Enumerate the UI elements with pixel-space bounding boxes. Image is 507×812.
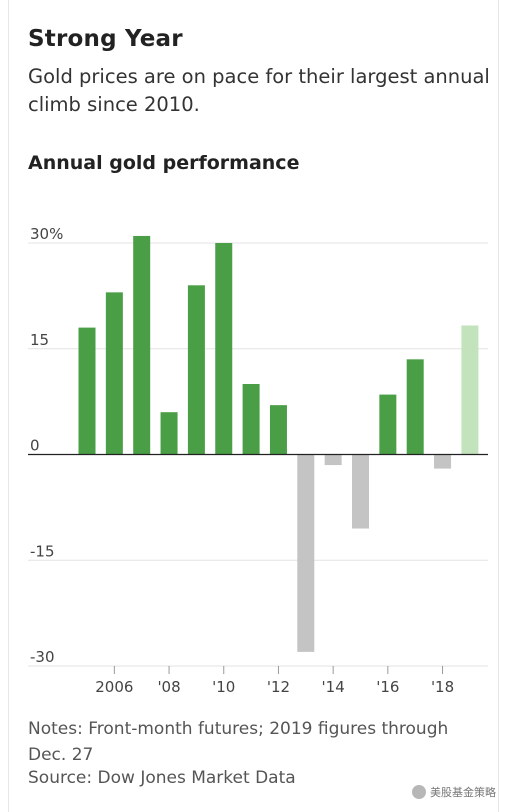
watermark-text: 美股基金策略 [430,786,496,799]
gridlines [28,242,488,667]
frame-right-line [498,0,499,812]
bar-2014 [324,454,342,466]
x-tick-label: '14 [322,678,345,696]
chart-title: Annual gold performance [28,152,300,174]
bar-2012 [269,405,287,455]
chart-source: Source: Dow Jones Market Data [28,768,296,788]
x-tick-label: '08 [157,678,180,696]
bar-2015 [352,454,369,529]
x-tick-label: 2006 [95,678,133,696]
y-tick-label: 0 [30,437,40,455]
y-tick-label: 15 [30,331,49,349]
x-tick-label: '10 [212,678,235,696]
chart-subtitle: Gold prices are on pace for their larges… [28,65,490,116]
bar-2019 [461,325,479,455]
wechat-icon [412,785,426,799]
bar-2017 [406,359,424,455]
x-tick-label: '18 [431,678,454,696]
chart-notes: Notes: Front-month futures; 2019 figures… [28,719,449,765]
bar-2009 [187,285,205,455]
chart-headline: Strong Year [28,26,183,52]
y-tick-label: -30 [30,648,55,666]
bar-2013 [297,454,315,652]
bar-2006 [105,292,123,455]
x-tick-label: '16 [376,678,399,696]
bars [78,235,479,652]
y-tick-label: -15 [30,542,55,560]
bar-2010 [215,243,233,455]
x-tick-label: '12 [267,678,290,696]
x-axis-labels: 2006 '08 '10 '12 '14 '16 '18 [95,678,454,696]
frame-left-line [8,0,9,812]
bar-2016 [379,394,397,455]
watermark: 美股基金策略 [412,784,504,800]
bar-2008 [160,412,178,455]
bar-2018 [434,454,452,469]
bar-2011 [242,384,260,455]
y-tick-label: 30% [30,225,63,243]
y-axis-labels: 30% 15 0 -15 -30 [30,225,63,666]
bar-2007 [133,235,151,455]
bar-2005 [78,327,96,455]
x-axis-ticks [113,666,444,674]
